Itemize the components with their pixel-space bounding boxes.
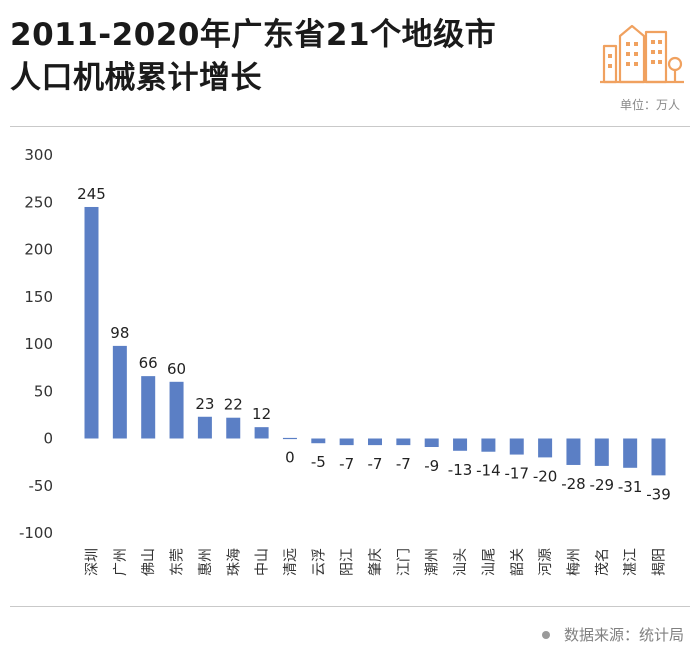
category-label: 珠海 xyxy=(226,548,242,576)
bar xyxy=(453,438,468,451)
data-label: 23 xyxy=(195,395,214,413)
data-label: 22 xyxy=(224,396,243,414)
data-label: 60 xyxy=(167,360,186,378)
bar xyxy=(651,438,666,476)
category-label: 梅州 xyxy=(566,548,582,576)
bar xyxy=(226,417,241,439)
bar xyxy=(197,416,212,439)
category-label: 茂名 xyxy=(594,548,611,576)
y-tick-label: -50 xyxy=(29,477,54,495)
building-icon xyxy=(600,24,684,84)
bar xyxy=(509,438,524,455)
bar xyxy=(623,438,638,468)
title-line-1: 2011-2020年广东省21个地级市 xyxy=(10,17,497,53)
data-label: -7 xyxy=(339,455,354,473)
data-label: 98 xyxy=(110,324,129,342)
category-label: 东莞 xyxy=(170,548,186,576)
data-label: -29 xyxy=(590,476,615,494)
y-tick-label: 300 xyxy=(24,146,53,164)
category-label: 清远 xyxy=(283,548,299,576)
data-label: 66 xyxy=(139,354,158,372)
chart-title: 2011-2020年广东省21个地级市 人口机械累计增长 xyxy=(10,14,496,100)
bar xyxy=(481,438,496,452)
category-label: 湛江 xyxy=(623,548,639,576)
bar xyxy=(169,381,184,439)
data-label: -7 xyxy=(396,455,411,473)
bar xyxy=(538,438,553,458)
y-tick-label: 0 xyxy=(43,430,53,448)
category-label: 汕头 xyxy=(453,548,469,576)
source-text: 数据来源：统计局 xyxy=(563,626,684,644)
data-label: -39 xyxy=(646,485,671,503)
divider-bottom xyxy=(10,606,690,607)
title-line-2: 人口机械累计增长 xyxy=(10,60,262,96)
bar xyxy=(141,376,156,439)
y-tick-label: 150 xyxy=(24,288,53,306)
data-label: 0 xyxy=(285,449,295,467)
source-note: 数据来源：统计局 xyxy=(541,624,684,645)
category-label: 惠州 xyxy=(198,548,214,576)
data-label: -14 xyxy=(476,462,501,480)
bar xyxy=(84,206,99,439)
category-label: 河源 xyxy=(538,548,554,576)
category-label: 深圳 xyxy=(85,548,101,576)
category-label: 肇庆 xyxy=(368,548,384,576)
bar-chart: -100-50050100150200250300245深圳98广州66佛山60… xyxy=(19,146,671,576)
category-label: 揭阳 xyxy=(652,548,668,576)
data-label: -28 xyxy=(561,475,586,493)
y-tick-label: 250 xyxy=(24,193,53,211)
data-label: 245 xyxy=(77,185,106,203)
category-label: 云浮 xyxy=(311,548,327,576)
y-tick-label: 100 xyxy=(24,335,53,353)
category-label: 佛山 xyxy=(141,548,157,576)
bar xyxy=(396,438,411,446)
bar xyxy=(339,438,354,446)
bar xyxy=(112,345,127,439)
bar xyxy=(254,427,269,439)
data-label: 12 xyxy=(252,405,271,423)
y-tick-label: 200 xyxy=(24,241,53,259)
bar xyxy=(368,438,382,446)
bar xyxy=(311,438,326,444)
bar xyxy=(282,437,297,440)
category-label: 韶关 xyxy=(510,548,526,576)
category-label: 阳江 xyxy=(340,548,356,576)
category-label: 广州 xyxy=(113,548,129,576)
y-tick-label: -100 xyxy=(19,524,53,542)
bar xyxy=(566,438,581,465)
category-label: 江门 xyxy=(396,548,412,576)
category-label: 潮州 xyxy=(425,548,441,576)
category-label: 汕尾 xyxy=(481,548,497,576)
data-label: -13 xyxy=(448,461,473,479)
y-tick-label: 50 xyxy=(34,382,53,400)
bar xyxy=(424,438,439,448)
data-label: -31 xyxy=(618,478,643,496)
unit-label: 单位：万人 xyxy=(619,98,680,112)
data-label: -9 xyxy=(424,457,439,475)
dot-icon xyxy=(541,630,550,639)
data-label: -17 xyxy=(505,465,530,483)
divider-top xyxy=(10,126,690,127)
category-label: 中山 xyxy=(255,548,271,576)
data-label: -5 xyxy=(311,453,326,471)
data-label: -20 xyxy=(533,467,558,485)
bar xyxy=(594,438,609,466)
data-label: -7 xyxy=(368,455,383,473)
